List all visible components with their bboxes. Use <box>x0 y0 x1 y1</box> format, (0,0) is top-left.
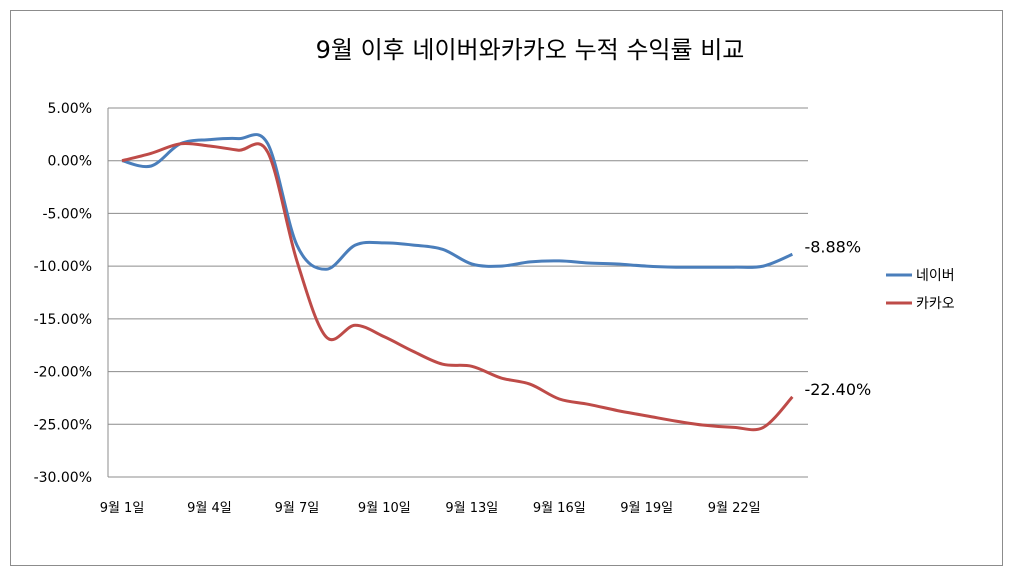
x-tick-label: 9월 4일 <box>187 501 232 516</box>
series-lines <box>121 133 794 432</box>
y-tick-label: -10.00% <box>34 259 92 275</box>
y-tick-label: -30.00% <box>34 470 92 486</box>
x-tick-label: 9월 19일 <box>620 501 673 516</box>
chart-title: 9월 이후 네이버와카카오 누적 수익률 비교 <box>315 36 745 64</box>
legend-label: 네이버 <box>916 268 955 284</box>
end-label: -22.40% <box>804 380 871 399</box>
x-axis: 9월 1일 9월 4일 9월 7일 9월 10일 9월 13일 9월 16일 9월 19일 9… <box>100 501 761 516</box>
x-tick-label: 9월 7일 <box>275 501 320 516</box>
end-label: -8.88% <box>804 237 861 256</box>
y-axis-ticks: 5.00% 0.00% -5.00% -10.00% -15.00% -20.00% -25… <box>34 101 92 486</box>
series-line-1 <box>121 133 793 271</box>
y-tick-label: 5.00% <box>48 101 92 117</box>
series-line-2 <box>121 141 794 432</box>
x-tick-label: 9월 16일 <box>533 501 586 516</box>
x-tick-label: 9월 10일 <box>358 501 411 516</box>
y-tick-label: -5.00% <box>42 206 92 222</box>
y-tick-label: -25.00% <box>34 417 92 433</box>
gridlines <box>107 107 808 478</box>
x-tick-label: 9월 1일 <box>100 501 145 516</box>
end-labels: -8.88% -22.40% <box>804 237 871 399</box>
x-tick-label: 9월 22일 <box>708 501 761 516</box>
legend-label: 카카오 <box>916 296 955 312</box>
y-tick-label: 0.00% <box>48 154 92 170</box>
y-tick-label: -15.00% <box>34 312 92 328</box>
y-tick-label: -20.00% <box>34 365 92 381</box>
chart-frame <box>10 10 1003 566</box>
x-tick-label: 9월 13일 <box>445 501 498 516</box>
